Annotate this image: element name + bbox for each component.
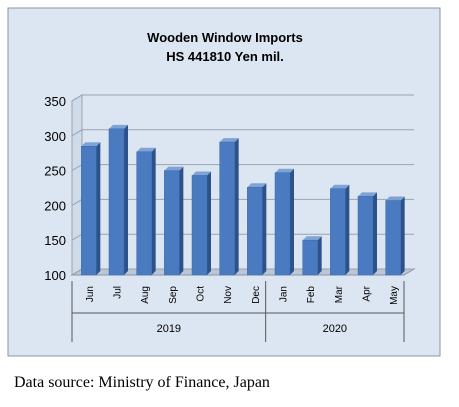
bar-side bbox=[373, 192, 377, 275]
y-tick-label: 300 bbox=[44, 129, 66, 144]
source-note: Data source: Ministry of Finance, Japan bbox=[14, 374, 270, 391]
bar-side bbox=[179, 166, 184, 275]
bar-top bbox=[164, 166, 184, 171]
bar-top bbox=[136, 147, 156, 152]
bar bbox=[357, 196, 374, 276]
x-tick-label: Apr bbox=[362, 285, 373, 301]
y-tick-label: 250 bbox=[44, 164, 66, 179]
bar-top bbox=[330, 184, 350, 189]
gridline bbox=[71, 129, 414, 137]
x-tick-label: Oct bbox=[196, 286, 207, 302]
bar-side bbox=[234, 138, 239, 275]
bar bbox=[164, 170, 180, 276]
y-tick-label: 100 bbox=[44, 268, 66, 283]
group-label: 2019 bbox=[157, 323, 181, 335]
bar-top bbox=[247, 183, 267, 188]
gridline bbox=[71, 94, 414, 102]
bar-top bbox=[81, 142, 101, 147]
bar-side bbox=[345, 184, 350, 275]
bar-side bbox=[207, 171, 211, 275]
y-tick-label: 200 bbox=[44, 198, 66, 213]
bar bbox=[274, 172, 291, 276]
bar-top bbox=[275, 168, 294, 173]
x-tick-label: Jul bbox=[113, 286, 124, 299]
side-wall bbox=[71, 94, 83, 276]
bar-side bbox=[262, 183, 267, 275]
x-tick-label: Aug bbox=[140, 286, 151, 304]
chart-title: Wooden Window Imports bbox=[147, 30, 303, 45]
x-tick-label: Jun bbox=[85, 286, 96, 302]
bar-top bbox=[192, 171, 211, 176]
bar-side bbox=[151, 147, 156, 275]
bar-chart: Wooden Window Imports HS 441810 Yen mil.… bbox=[7, 7, 441, 357]
group-label: 2020 bbox=[323, 323, 347, 335]
x-tick-label: May bbox=[389, 286, 400, 305]
x-tick-label: Feb bbox=[306, 286, 317, 304]
bar bbox=[136, 151, 152, 276]
x-tick-label: Nov bbox=[223, 286, 234, 304]
bar-top bbox=[358, 192, 377, 197]
bar bbox=[385, 200, 401, 276]
x-tick-label: Dec bbox=[251, 286, 262, 304]
x-tick-label: Mar bbox=[334, 285, 345, 303]
y-tick-label: 150 bbox=[44, 233, 66, 248]
y-tick-label: 350 bbox=[44, 94, 66, 109]
bar-top bbox=[109, 124, 128, 129]
x-tick-label: Jan bbox=[279, 286, 290, 302]
bar-side bbox=[290, 168, 294, 275]
bar-side bbox=[317, 236, 322, 275]
bar bbox=[330, 188, 346, 276]
bar bbox=[191, 175, 208, 276]
chart-subtitle: HS 441810 Yen mil. bbox=[166, 49, 284, 64]
plot-area: 100 150 200 250 300 350 Jun Jul Aug Sep Oct Nov Dec J… bbox=[44, 94, 416, 342]
bar-side bbox=[124, 124, 128, 275]
bar bbox=[108, 128, 125, 276]
x-tick-label: Sep bbox=[168, 286, 179, 304]
bar-top bbox=[385, 196, 405, 201]
bar-top bbox=[219, 138, 239, 143]
bar-side bbox=[96, 142, 101, 275]
bar bbox=[219, 141, 235, 276]
bar-side bbox=[400, 196, 405, 275]
bar bbox=[302, 239, 318, 276]
bar bbox=[81, 145, 97, 276]
bar-top bbox=[302, 236, 322, 241]
bar bbox=[247, 187, 263, 276]
